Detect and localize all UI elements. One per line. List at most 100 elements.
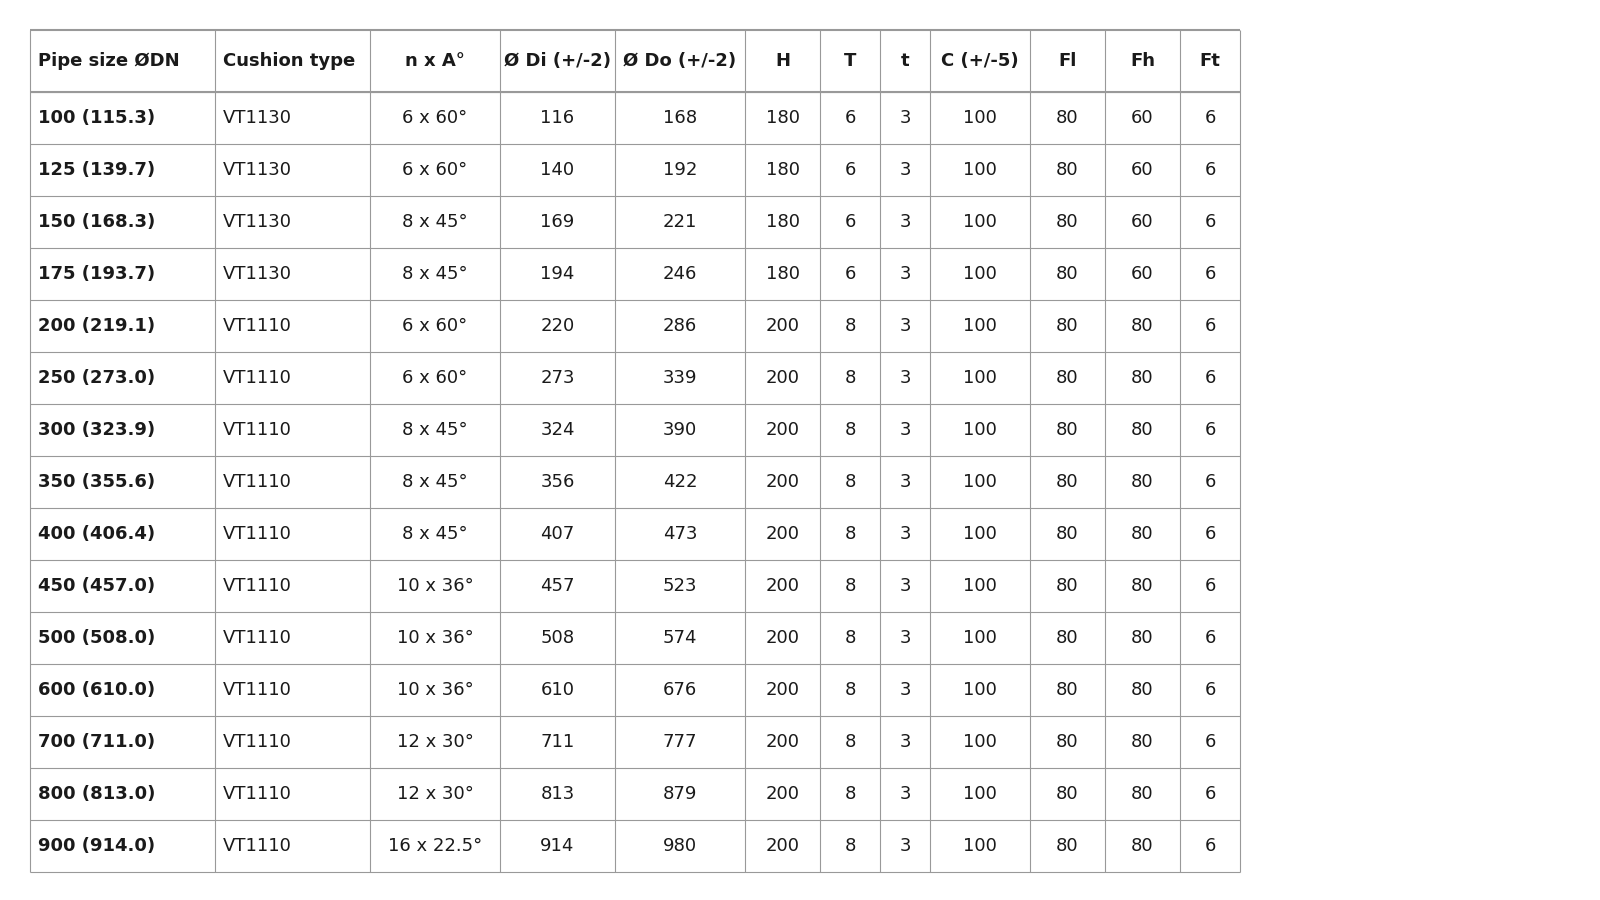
Text: n x A°: n x A° [405,52,466,70]
Text: 390: 390 [662,421,698,439]
Text: 8 x 45°: 8 x 45° [402,213,467,231]
Text: 450 (457.0): 450 (457.0) [38,577,155,595]
Text: 125 (139.7): 125 (139.7) [38,161,155,179]
Text: 80: 80 [1131,369,1154,387]
Text: 100: 100 [963,421,997,439]
Text: 80: 80 [1056,473,1078,491]
Text: 180: 180 [765,213,800,231]
Text: 80: 80 [1131,525,1154,543]
Text: 3: 3 [899,109,910,127]
Text: 100: 100 [963,785,997,803]
Text: 80: 80 [1056,317,1078,335]
Text: 3: 3 [899,213,910,231]
Text: 80: 80 [1131,785,1154,803]
Text: 700 (711.0): 700 (711.0) [38,733,155,751]
Text: 100: 100 [963,369,997,387]
Text: 500 (508.0): 500 (508.0) [38,629,155,647]
Text: 879: 879 [662,785,698,803]
Text: 3: 3 [899,421,910,439]
Text: 80: 80 [1056,785,1078,803]
Text: 6 x 60°: 6 x 60° [402,369,467,387]
Text: 246: 246 [662,265,698,283]
Text: 6: 6 [1205,785,1216,803]
Text: 8 x 45°: 8 x 45° [402,265,467,283]
Text: 60: 60 [1131,161,1154,179]
Text: 80: 80 [1056,265,1078,283]
Text: 80: 80 [1056,577,1078,595]
Text: 80: 80 [1131,421,1154,439]
Text: 8 x 45°: 8 x 45° [402,421,467,439]
Text: VT1110: VT1110 [222,369,291,387]
Text: 100: 100 [963,473,997,491]
Text: 6 x 60°: 6 x 60° [402,317,467,335]
Text: 200: 200 [765,317,800,335]
Text: 80: 80 [1131,317,1154,335]
Text: 80: 80 [1056,629,1078,647]
Text: 80: 80 [1131,629,1154,647]
Text: 200: 200 [765,785,800,803]
Text: 8: 8 [845,577,856,595]
Text: 8: 8 [845,369,856,387]
Text: 3: 3 [899,265,910,283]
Text: H: H [774,52,790,70]
Text: 8: 8 [845,629,856,647]
Text: 914: 914 [541,837,574,855]
Text: 200: 200 [765,577,800,595]
Text: 80: 80 [1056,161,1078,179]
Text: 10 x 36°: 10 x 36° [397,577,474,595]
Text: VT1110: VT1110 [222,837,291,855]
Text: 600 (610.0): 600 (610.0) [38,681,155,699]
Text: 200 (219.1): 200 (219.1) [38,317,155,335]
Text: 6: 6 [1205,213,1216,231]
Text: Ft: Ft [1200,52,1221,70]
Text: Cushion type: Cushion type [222,52,355,70]
Text: 3: 3 [899,369,910,387]
Text: 3: 3 [899,785,910,803]
Text: 250 (273.0): 250 (273.0) [38,369,155,387]
Text: 676: 676 [662,681,698,699]
Text: 523: 523 [662,577,698,595]
Text: 8 x 45°: 8 x 45° [402,473,467,491]
Text: 324: 324 [541,421,574,439]
Text: 6: 6 [845,109,856,127]
Text: 150 (168.3): 150 (168.3) [38,213,155,231]
Text: 80: 80 [1056,681,1078,699]
Text: 10 x 36°: 10 x 36° [397,681,474,699]
Text: 6: 6 [845,265,856,283]
Text: 80: 80 [1056,109,1078,127]
Text: 574: 574 [662,629,698,647]
Text: 6: 6 [1205,421,1216,439]
Text: 180: 180 [765,161,800,179]
Text: 6: 6 [1205,577,1216,595]
Text: 200: 200 [765,733,800,751]
Text: 286: 286 [662,317,698,335]
Text: 80: 80 [1056,525,1078,543]
Text: 220: 220 [541,317,574,335]
Text: 400 (406.4): 400 (406.4) [38,525,155,543]
Text: 6: 6 [1205,681,1216,699]
Text: T: T [843,52,856,70]
Text: VT1130: VT1130 [222,265,291,283]
Text: 80: 80 [1056,421,1078,439]
Text: 80: 80 [1056,369,1078,387]
Text: 800 (813.0): 800 (813.0) [38,785,155,803]
Text: VT1130: VT1130 [222,213,291,231]
Text: 168: 168 [662,109,698,127]
Text: 200: 200 [765,525,800,543]
Text: 100: 100 [963,837,997,855]
Text: 3: 3 [899,681,910,699]
Text: VT1130: VT1130 [222,109,291,127]
Text: 100: 100 [963,109,997,127]
Text: VT1110: VT1110 [222,473,291,491]
Text: 6: 6 [1205,161,1216,179]
Text: 3: 3 [899,161,910,179]
Text: 80: 80 [1131,733,1154,751]
Text: 12 x 30°: 12 x 30° [397,785,474,803]
Text: 200: 200 [765,421,800,439]
Text: 100: 100 [963,629,997,647]
Text: 80: 80 [1056,213,1078,231]
Text: 8: 8 [845,733,856,751]
Text: 180: 180 [765,265,800,283]
Text: VT1110: VT1110 [222,629,291,647]
Text: 175 (193.7): 175 (193.7) [38,265,155,283]
